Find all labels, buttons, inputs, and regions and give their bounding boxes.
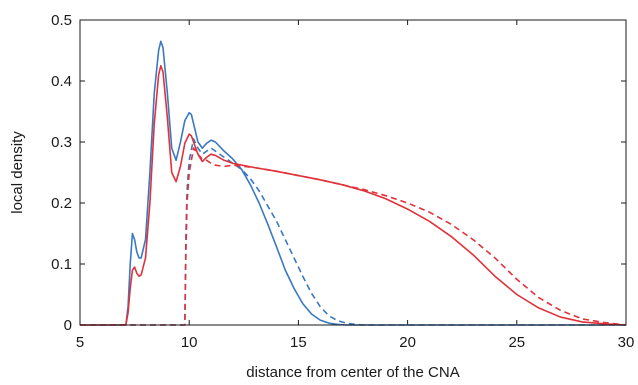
series-layer [80,40,627,326]
series-line-4 [80,147,627,326]
x-tick-label: 5 [76,334,84,351]
y-tick-label: 0.3 [51,134,72,151]
series-line-2 [80,138,626,326]
series-line-1 [80,40,626,326]
ticks-layer: 5 10 15 20 25 30 0 0.1 0.2 0.3 0.4 0.5 [51,12,634,351]
x-tick-label: 20 [399,334,416,351]
y-tick-label: 0.4 [51,73,72,90]
y-axis-label: local density [9,131,26,214]
y-tick-label: 0 [64,317,72,334]
y-tick-label: 0.2 [51,195,72,212]
y-tick-label: 0.5 [51,12,72,29]
x-tick-label: 15 [290,334,307,351]
x-tick-label: 10 [181,334,198,351]
plot-frame [79,19,627,326]
y-tick-label: 0.1 [51,256,72,273]
series-line-3 [80,64,627,326]
x-tick-label: 25 [508,334,525,351]
x-axis-label: distance from center of the CNA [246,364,459,381]
x-tick-label: 30 [618,334,635,351]
